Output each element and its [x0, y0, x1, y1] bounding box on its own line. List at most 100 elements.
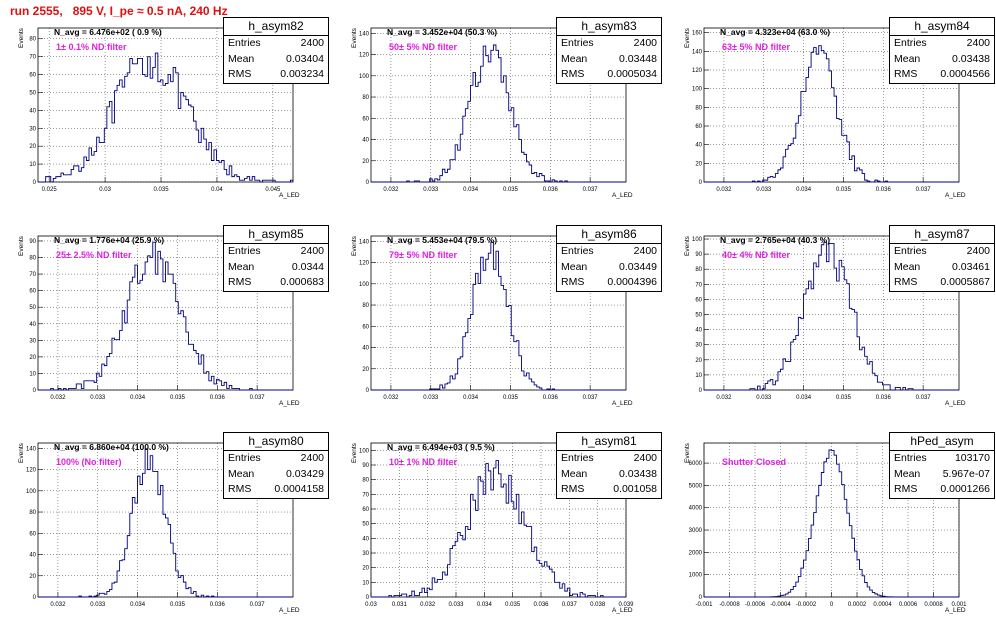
- y-axis-label: Events: [351, 28, 358, 48]
- entries-value: 2400: [633, 37, 657, 49]
- x-tick-label: 0.033: [756, 395, 772, 401]
- x-tick-label: 0.035: [836, 395, 852, 401]
- x-tick-label: 0.045: [265, 187, 281, 193]
- histogram-name: h_asym82: [224, 18, 328, 36]
- y-tick-label: 70: [362, 492, 369, 498]
- mean-value: 5.967e-07: [942, 467, 990, 480]
- x-tick-label: -0.0002: [796, 602, 817, 608]
- entries-label: Entries: [228, 452, 261, 464]
- y-tick-label: 140: [359, 239, 370, 245]
- y-tick-label: 100: [692, 87, 703, 93]
- y-tick-label: 80: [362, 478, 369, 484]
- mean-label: Mean: [228, 52, 255, 65]
- entries-value: 2400: [300, 245, 324, 257]
- y-tick-label: 80: [29, 37, 36, 43]
- y-tick-label: 120: [359, 261, 370, 267]
- y-tick-label: 20: [695, 358, 702, 364]
- stats-box: h_asym82 Entries 2400 Mean 0.03404 RMS 0.00323…: [223, 17, 329, 84]
- x-tick-label: 0.0008: [924, 602, 943, 608]
- y-tick-label: 30: [29, 126, 36, 132]
- rms-label: RMS: [561, 276, 585, 288]
- y-tick-label: 40: [362, 346, 369, 352]
- histogram-svg: 0.032 0.033 0.034 0.035 0.036 0.037 0 20 40 60 80 1…: [359, 27, 627, 193]
- x-tick-label: 0.034: [477, 602, 493, 608]
- x-tick-label: 0.037: [916, 395, 932, 401]
- entries-label: Entries: [228, 37, 261, 49]
- y-tick-label: 60: [362, 507, 369, 513]
- stats-box: h_asym81 Entries 2400 Mean 0.03438 RMS 0.00105…: [556, 432, 662, 499]
- y-tick-label: 40: [362, 536, 369, 542]
- entries-row: Entries 2400: [890, 36, 994, 52]
- mean-value: 0.03449: [619, 260, 657, 273]
- y-axis-label: Events: [351, 443, 358, 463]
- y-tick-label: 80: [29, 256, 36, 262]
- mean-row: Mean 0.03448: [557, 52, 661, 68]
- x-tick-label: 0.0006: [899, 602, 918, 608]
- y-tick-label: 20: [695, 161, 702, 167]
- entries-row: Entries 2400: [557, 36, 661, 52]
- histogram-line: [38, 241, 293, 391]
- mean-row: Mean 0.03429: [224, 467, 328, 483]
- entries-value: 103170: [954, 452, 990, 464]
- rms-value: 0.0005034: [607, 68, 657, 80]
- y-tick-label: 90: [695, 252, 702, 258]
- y-axis-label: Events: [684, 28, 691, 48]
- plot-frame: [703, 235, 960, 391]
- y-tick-label: 100: [359, 74, 370, 80]
- y-tick-label: 90: [362, 463, 369, 469]
- x-tick-label: 0.03: [99, 187, 111, 193]
- n-avg-label: N_avg = 3.452e+04 (50.3 %): [387, 27, 498, 37]
- x-tick-label: 0.04: [211, 187, 223, 193]
- y-tick-label: 3000: [689, 528, 703, 534]
- histogram-panel-h_asym81: 0.03 0.031 0.032 0.033 0.034 0.035 0.036 0.037 0…: [333, 415, 663, 622]
- x-axis-label: A_LED: [612, 400, 633, 407]
- n-avg-label: N_avg = 1.776e+04 (25.9 %): [54, 235, 165, 245]
- histogram-panel-h_asym84: 0.032 0.033 0.034 0.035 0.036 0.037 0 20 40 60 80 1…: [666, 0, 996, 207]
- plot-frame: [370, 442, 627, 598]
- entries-value: 2400: [300, 37, 324, 49]
- y-tick-label: 6000: [689, 461, 703, 467]
- mean-value: 0.03461: [952, 260, 990, 273]
- x-axis-label: A_LED: [945, 400, 966, 407]
- rms-row: RMS 0.0005867: [890, 275, 994, 291]
- mean-row: Mean 0.03438: [890, 52, 994, 68]
- rms-label: RMS: [894, 483, 918, 495]
- mean-value: 0.03438: [952, 52, 990, 65]
- mean-label: Mean: [894, 260, 921, 273]
- n-avg-label: N_avg = 5.453e+04 (79.5 %): [387, 235, 498, 245]
- x-tick-label: 0.037: [583, 395, 599, 401]
- x-tick-label: 0.032: [383, 187, 399, 193]
- rms-label: RMS: [228, 68, 252, 80]
- stats-box: h_asym84 Entries 2400 Mean 0.03438 RMS 0.00045…: [889, 17, 995, 84]
- y-tick-label: 140: [692, 49, 703, 55]
- filter-label: 10± 1% ND filter: [389, 457, 457, 467]
- entries-value: 2400: [300, 452, 324, 464]
- stats-box: h_asym80 Entries 2400 Mean 0.03429 RMS 0.00041…: [223, 432, 329, 499]
- rms-value: 0.0004566: [940, 68, 990, 80]
- x-tick-label: 0.034: [463, 395, 479, 401]
- histogram-svg: 0.025 0.03 0.035 0.04 0.045 0 10 20 30 40 50 60 70 80: [29, 27, 294, 193]
- x-tick-label: 0.033: [448, 602, 464, 608]
- y-tick-label: 120: [26, 468, 37, 474]
- histogram-svg: 0.032 0.033 0.034 0.035 0.036 0.037 0 10 20 30 40 5…: [692, 235, 960, 401]
- mean-value: 0.0344: [291, 260, 324, 273]
- y-axis-label: Events: [351, 236, 358, 256]
- x-tick-label: 0.033: [90, 602, 106, 608]
- x-tick-label: 0.037: [250, 602, 266, 608]
- y-tick-label: 60: [695, 124, 702, 130]
- histogram-name: hPed_asym: [890, 433, 994, 451]
- x-tick-label: 0.036: [210, 602, 226, 608]
- y-tick-label: 40: [29, 108, 36, 114]
- x-axis-label: A_LED: [279, 607, 300, 614]
- y-tick-label: 0: [366, 595, 370, 601]
- y-tick-label: 5000: [689, 483, 703, 489]
- histogram-line: [704, 241, 959, 391]
- mean-label: Mean: [228, 260, 255, 273]
- y-tick-label: 40: [695, 143, 702, 149]
- mean-label: Mean: [228, 467, 255, 480]
- filter-label: 100% (No filter): [56, 457, 122, 467]
- y-tick-label: 60: [695, 297, 702, 303]
- x-tick-label: 0.036: [876, 395, 892, 401]
- x-tick-label: 0.036: [876, 187, 892, 193]
- x-tick-label: 0.03: [365, 602, 377, 608]
